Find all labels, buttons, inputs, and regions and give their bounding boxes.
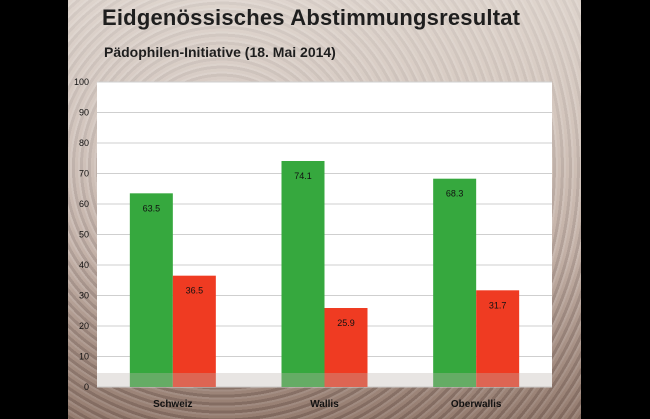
- x-tick-label: Oberwallis: [451, 399, 502, 410]
- bar-no: [324, 308, 368, 387]
- y-tick-label: 20: [79, 321, 89, 331]
- bar-yes: [433, 178, 477, 387]
- chart-title: Eidgenössisches Abstimmungsresultat: [102, 5, 521, 30]
- y-tick-label: 30: [79, 291, 89, 301]
- data-label: 63.5: [143, 203, 161, 213]
- chart-subtitle: Pädophilen-Initiative (18. Mai 2014): [104, 44, 336, 60]
- y-tick-label: 60: [79, 199, 89, 209]
- data-label: 36.5: [186, 286, 204, 296]
- bar-no: [172, 275, 216, 387]
- data-label: 68.3: [446, 189, 464, 199]
- x-tick-label: Wallis: [310, 399, 339, 410]
- x-tick-label: Schweiz: [153, 399, 192, 410]
- data-label: 25.9: [337, 318, 355, 328]
- bar-no: [476, 290, 520, 387]
- y-tick-label: 100: [74, 77, 89, 87]
- data-label: 74.1: [294, 171, 312, 181]
- y-tick-label: 50: [79, 230, 89, 240]
- bottom-fade: [97, 373, 552, 387]
- y-tick-label: 0: [84, 382, 89, 392]
- data-label: 31.7: [489, 300, 507, 310]
- y-tick-label: 90: [79, 108, 89, 118]
- y-tick-label: 70: [79, 169, 89, 179]
- y-tick-label: 10: [79, 352, 89, 362]
- bar-yes: [281, 160, 325, 387]
- y-tick-label: 40: [79, 260, 89, 270]
- bar-yes: [129, 193, 173, 387]
- y-tick-label: 80: [79, 138, 89, 148]
